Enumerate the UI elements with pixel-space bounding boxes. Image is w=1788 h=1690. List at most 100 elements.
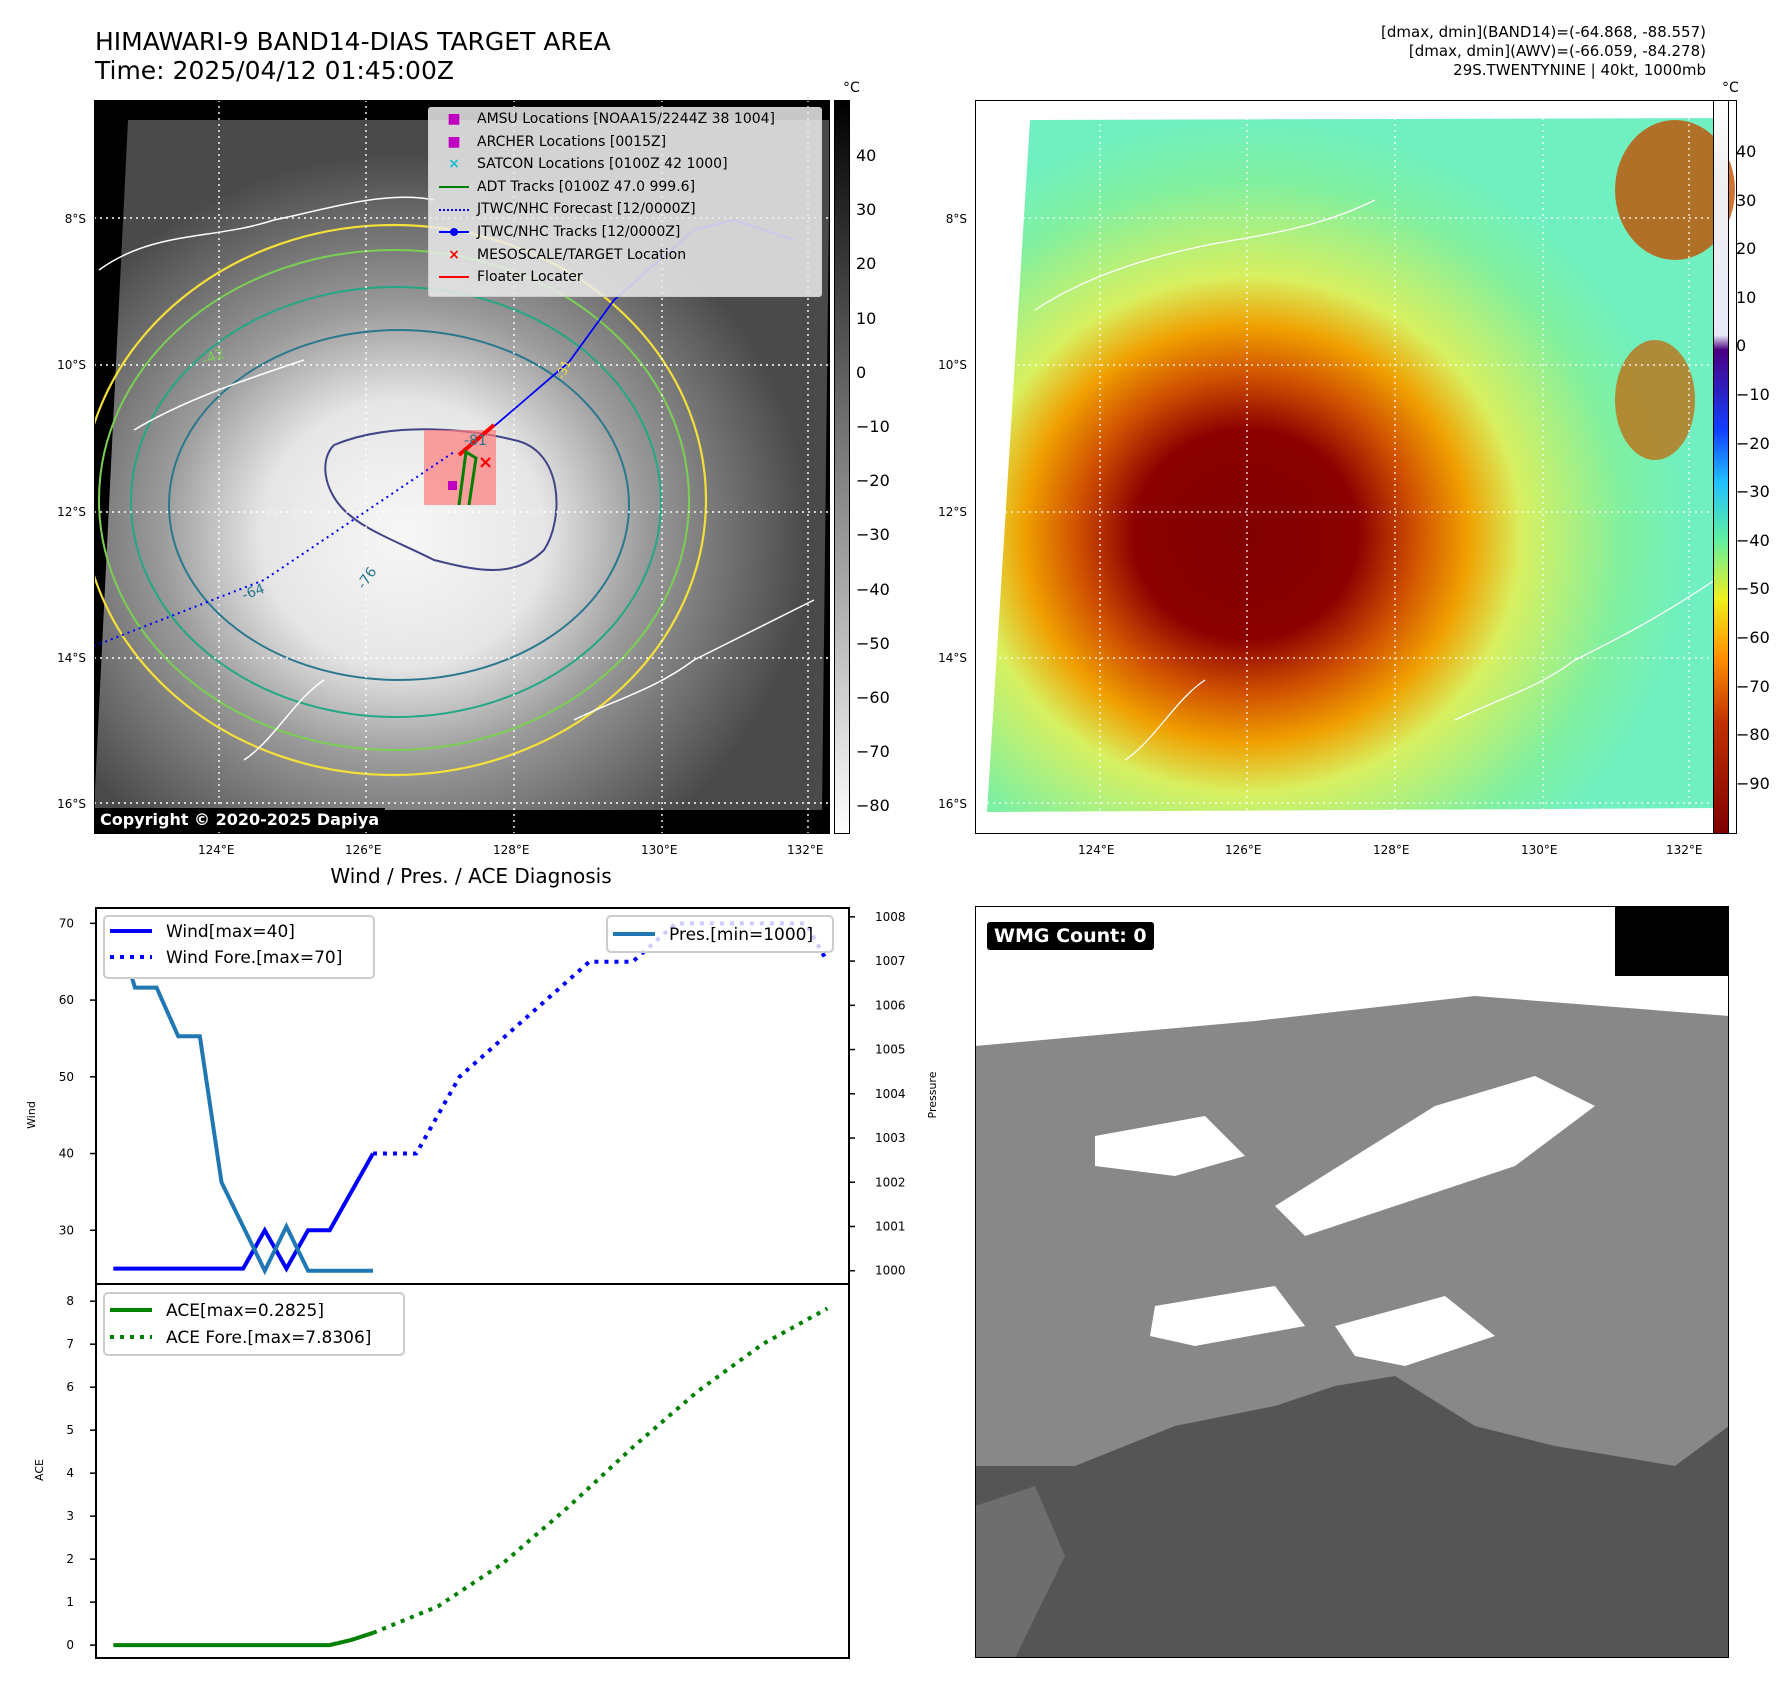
info-storm: 29S.TWENTYNINE | 40kt, 1000mb <box>1453 61 1706 79</box>
lon-tick: 130°E <box>1521 843 1558 857</box>
awv-map <box>975 100 1737 834</box>
colorbar-unit: °C <box>1722 80 1739 96</box>
ace-y-tick-label: 8 <box>66 1294 74 1308</box>
info-block: [dmax, dmin](BAND14)=(-64.868, -88.557) … <box>1381 23 1706 80</box>
lat-tick: 14°S <box>57 651 86 665</box>
colorbar-tick: −70 <box>1736 676 1770 696</box>
colorbar-tick: −20 <box>856 471 890 491</box>
legend-item: Floater Locater <box>429 266 821 289</box>
colorbar-unit: °C <box>843 80 860 96</box>
colorbar-tick: 40 <box>856 146 877 165</box>
colorbar-tick: −90 <box>1736 773 1770 793</box>
wmg-count-badge: WMG Count: 0 <box>987 922 1154 950</box>
ace-y-tick-label: 5 <box>66 1423 74 1437</box>
archer-marker <box>448 481 457 490</box>
wind-y-tick-label: 30 <box>59 1223 74 1237</box>
colorbar-tick: −40 <box>1736 530 1770 550</box>
lon-tick: 132°E <box>787 843 824 857</box>
colorbar-tick: −20 <box>1736 433 1770 453</box>
wind-legend-box <box>103 915 375 979</box>
pressure-y-tick-label: 1000 <box>875 1264 906 1278</box>
lon-tick: 126°E <box>1225 843 1262 857</box>
wind-axis-label: Wind <box>25 1101 38 1129</box>
adt-track <box>457 449 478 506</box>
wind-y-tick-label: 50 <box>59 1070 74 1084</box>
contour-label: -42 <box>200 346 227 369</box>
awv-colorbar <box>1713 100 1729 834</box>
colorbar-tick: 40 <box>1736 142 1757 161</box>
lat-tick: 14°S <box>938 651 967 665</box>
colorbar-tick: −80 <box>856 796 890 816</box>
colorbar-tick: −70 <box>856 742 890 762</box>
legend-item: JTWC/NHC Tracks [12/0000Z] <box>429 221 821 244</box>
square-marker-icon: ■ <box>447 111 461 127</box>
lat-tick: 8°S <box>64 212 86 226</box>
colorbar-tick: 30 <box>1736 190 1757 210</box>
colorbar-tick: −60 <box>856 688 890 707</box>
wind-y-tick-label: 40 <box>59 1147 74 1161</box>
contour-blue <box>168 329 630 681</box>
ace-axes-frame <box>95 1283 850 1659</box>
pressure-y-tick-label: 1002 <box>875 1175 906 1189</box>
ace-y-tick-label: 0 <box>66 1638 74 1652</box>
lat-tick: 16°S <box>938 797 967 811</box>
pressure-y-tick-label: 1003 <box>875 1131 906 1145</box>
legend-item: JTWC/NHC Forecast [12/0000Z] <box>429 198 821 221</box>
line-dot-icon <box>439 228 469 237</box>
legend-wind-label: Wind[max=40] <box>166 922 295 942</box>
pressure-y-tick-label: 1007 <box>875 954 906 968</box>
contour-green <box>98 249 690 751</box>
info-band14: [dmax, dmin](BAND14)=(-64.868, -88.557) <box>1381 23 1706 41</box>
pressure-y-tick-label: 1004 <box>875 1087 906 1101</box>
ace-series-line-1 <box>372 1306 829 1635</box>
wmg-panel <box>975 906 1729 1658</box>
legend-ace-label: ACE[max=0.2825] <box>166 1301 324 1321</box>
lat-tick: 8°S <box>945 212 967 226</box>
diagnosis-chart: 7060504030100810071006100510041003100210… <box>25 907 939 1659</box>
line-marker-icon <box>439 276 469 279</box>
ace-y-tick-label: 4 <box>66 1466 74 1480</box>
wmg-dark-region <box>975 1376 1729 1658</box>
colorbar-tick: −80 <box>1736 725 1770 745</box>
wind-y-tick-label: 60 <box>59 993 74 1007</box>
lat-tick: 10°S <box>938 358 967 372</box>
wind-y-tick-label: 70 <box>59 916 74 930</box>
colorbar-tick: −30 <box>1736 482 1770 502</box>
legend-ace-fore-label: ACE Fore.[max=7.8306] <box>166 1328 371 1348</box>
info-awv: [dmax, dmin](AWV)=(-66.059, -84.278) <box>1408 42 1706 60</box>
ace-legend-box <box>103 1292 405 1356</box>
colorbar-tick: 10 <box>856 308 877 328</box>
colorbar-tick: −40 <box>856 579 890 599</box>
lon-tick: 132°E <box>1666 843 1703 857</box>
awv-gridlines <box>975 100 1737 834</box>
lon-tick: 128°E <box>493 843 530 857</box>
lat-tick: 12°S <box>938 505 967 519</box>
map-legend: ■ AMSU Locations [NOAA15/2244Z 38 1004] ■… <box>428 107 822 297</box>
target-x-marker: × <box>478 452 493 473</box>
dotted-line-icon <box>439 208 469 211</box>
coastlines <box>98 196 815 761</box>
legend-item: ADT Tracks [0100Z 47.0 999.6] <box>429 176 821 199</box>
ace-y-tick-label: 7 <box>66 1337 74 1351</box>
colorbar-tick: −60 <box>1736 628 1770 647</box>
forecast-track <box>94 451 455 647</box>
contour-label: -81 <box>464 433 487 449</box>
awv-imagery <box>987 118 1727 812</box>
colorbar-tick: −50 <box>856 633 890 653</box>
ace-y-tick-label: 1 <box>66 1595 74 1609</box>
pressure-y-tick-label: 1001 <box>875 1219 906 1233</box>
lon-tick: 124°E <box>198 843 235 857</box>
lon-tick: 126°E <box>345 843 382 857</box>
wmg-black-corner <box>1615 906 1729 976</box>
contour-label: -31 <box>554 358 574 381</box>
x-marker-icon: × <box>448 156 460 173</box>
legend-pressure-label: Pres.[min=1000] <box>669 925 813 945</box>
series-line-1 <box>372 921 830 1156</box>
legend-item: ■ AMSU Locations [NOAA15/2244Z 38 1004] <box>429 108 821 131</box>
colorbar-tick: 0 <box>856 362 867 382</box>
lon-tick: 128°E <box>1373 843 1410 857</box>
ace-y-tick-label: 3 <box>66 1509 74 1523</box>
x-marker-icon: × <box>448 246 460 263</box>
legend-item: × MESOSCALE/TARGET Location <box>429 244 821 267</box>
colorbar-tick: 30 <box>856 200 877 220</box>
